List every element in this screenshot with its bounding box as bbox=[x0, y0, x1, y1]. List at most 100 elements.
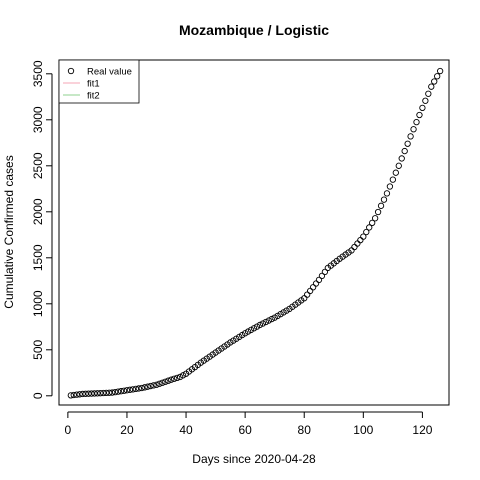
data-point bbox=[398, 155, 405, 162]
data-point bbox=[67, 392, 74, 399]
data-point bbox=[357, 236, 364, 244]
data-point bbox=[312, 280, 320, 287]
data-point bbox=[153, 381, 160, 388]
data-point bbox=[103, 389, 110, 397]
y-tick-label: 0 bbox=[31, 392, 45, 399]
data-point bbox=[321, 268, 329, 276]
data-point bbox=[82, 390, 89, 397]
data-point bbox=[171, 375, 178, 382]
x-tick-label: 40 bbox=[179, 423, 193, 437]
data-point bbox=[70, 391, 77, 399]
data-points bbox=[67, 67, 444, 399]
data-point bbox=[309, 284, 317, 291]
data-point bbox=[374, 208, 382, 216]
data-point bbox=[76, 391, 83, 398]
y-tick-label: 500 bbox=[31, 339, 45, 359]
data-point bbox=[366, 224, 373, 231]
data-point bbox=[425, 90, 432, 97]
data-point bbox=[431, 78, 438, 85]
data-point bbox=[156, 380, 163, 387]
data-point bbox=[371, 215, 379, 222]
data-point bbox=[138, 384, 145, 392]
data-point bbox=[132, 385, 139, 393]
data-point bbox=[126, 386, 134, 393]
data-point bbox=[416, 111, 423, 119]
data-point bbox=[159, 379, 166, 386]
data-point bbox=[147, 382, 154, 390]
x-tick-label: 20 bbox=[120, 423, 134, 437]
x-tick-label: 80 bbox=[298, 423, 312, 437]
data-point bbox=[100, 389, 107, 397]
data-point bbox=[407, 133, 414, 140]
data-point bbox=[91, 390, 98, 397]
y-tick-label: 2000 bbox=[31, 198, 45, 225]
data-point bbox=[306, 287, 314, 295]
data-point bbox=[106, 389, 113, 396]
data-point bbox=[97, 390, 104, 397]
data-point bbox=[395, 162, 402, 169]
data-point bbox=[111, 388, 119, 396]
data-point bbox=[363, 228, 370, 236]
data-point bbox=[380, 196, 388, 203]
data-point bbox=[85, 390, 92, 397]
plot-area bbox=[58, 59, 450, 406]
data-point bbox=[162, 378, 169, 385]
data-point bbox=[401, 147, 408, 155]
data-point bbox=[369, 219, 376, 226]
data-point bbox=[165, 377, 172, 384]
data-point bbox=[259, 320, 267, 327]
x-tick-label: 120 bbox=[412, 423, 432, 437]
data-point bbox=[123, 387, 131, 394]
y-axis-label: Cumulative Confirmed cases bbox=[2, 155, 16, 308]
data-point bbox=[377, 202, 385, 209]
data-point bbox=[268, 315, 275, 323]
data-point bbox=[351, 243, 358, 251]
data-point bbox=[117, 388, 125, 395]
y-tick-label: 3500 bbox=[31, 60, 45, 87]
data-point bbox=[144, 383, 151, 390]
x-tick-label: 60 bbox=[238, 423, 252, 437]
data-point bbox=[422, 97, 429, 104]
legend-label: fit1 bbox=[87, 79, 100, 90]
data-point bbox=[168, 376, 175, 383]
data-point bbox=[109, 389, 116, 396]
data-point bbox=[79, 390, 86, 398]
data-point bbox=[265, 317, 272, 324]
x-axis: 0 20 40 60 80 100 120 bbox=[65, 411, 433, 437]
legend-label: fit2 bbox=[87, 91, 100, 102]
data-point bbox=[404, 140, 411, 147]
data-point bbox=[150, 382, 157, 389]
legend-label: Real value bbox=[87, 67, 132, 78]
legend-marker bbox=[67, 67, 75, 75]
data-point bbox=[141, 384, 148, 391]
y-tick-label: 2500 bbox=[31, 152, 45, 179]
data-point bbox=[120, 387, 128, 394]
data-point bbox=[174, 374, 181, 382]
data-point bbox=[318, 272, 326, 280]
data-point bbox=[73, 391, 80, 398]
data-point bbox=[94, 390, 101, 397]
data-point bbox=[135, 385, 142, 392]
y-tick-label: 1500 bbox=[31, 244, 45, 271]
legend-box bbox=[58, 59, 140, 104]
data-point bbox=[410, 126, 417, 133]
data-point bbox=[129, 386, 137, 393]
data-point bbox=[392, 169, 399, 176]
data-point bbox=[256, 321, 264, 329]
data-point bbox=[262, 318, 269, 326]
data-point bbox=[389, 176, 397, 183]
data-point bbox=[428, 83, 435, 90]
chart-title: Mozambique / Logistic bbox=[179, 22, 329, 38]
data-point bbox=[419, 104, 426, 111]
x-axis-label: Days since 2020-04-28 bbox=[192, 452, 316, 466]
data-point bbox=[434, 73, 441, 80]
y-tick-label: 3000 bbox=[31, 106, 45, 133]
data-point bbox=[88, 390, 95, 397]
data-point bbox=[304, 291, 311, 298]
data-point bbox=[315, 276, 323, 284]
data-point bbox=[383, 190, 391, 197]
data-point bbox=[354, 240, 361, 247]
data-point bbox=[114, 388, 122, 395]
